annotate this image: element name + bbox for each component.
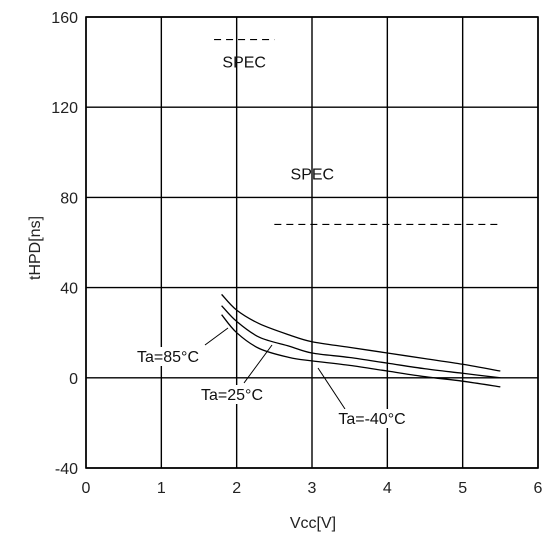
y-axis-label: tHPD[ns] [27,216,44,280]
x-tick-label: 0 [82,480,91,497]
x-tick-label: 2 [232,480,241,497]
spec-label-1: SPEC [222,55,266,72]
y-tick-label: 0 [69,371,78,388]
y-tick-label: 160 [51,10,78,27]
spec-lines: SPEC SPEC [214,38,501,226]
y-tick-label: -40 [55,461,78,478]
series-leader-ta-85-c [204,327,229,346]
x-tick-label: 4 [383,480,392,497]
x-tick-label: 6 [534,480,543,497]
y-tick-label: 120 [51,100,78,117]
x-axis-label: Vcc[V] [290,515,336,532]
plot-frame [85,16,539,469]
x-tick-labels: 0 1 2 3 4 5 6 [82,480,543,497]
x-tick-label: 1 [157,480,166,497]
series-leader-ta-40-c [317,367,346,410]
series-label-ta-40-c: Ta=-40°C [338,411,405,428]
series-label-ta-25-c: Ta=25°C [201,387,263,404]
y-tick-label: 80 [60,190,78,207]
y-tick-label: 40 [60,281,78,298]
series-label-bg [192,385,272,404]
x-tick-label: 3 [308,480,317,497]
series-label-bg [128,347,208,366]
series-label-bg [332,409,412,428]
series-lines: Ta=85°C Ta=25°C Ta=-40°C [128,293,501,428]
x-tick-label: 5 [458,480,467,497]
y-tick-labels: -40 0 40 80 120 160 [51,10,78,478]
series-line-ta-85-c [221,293,501,372]
series-line-ta-40-c [221,314,501,388]
grid-lines [85,16,539,469]
series-label-ta-85-c: Ta=85°C [137,349,199,366]
spec-label-2: SPEC [291,166,335,183]
series-line-ta-25-c [221,305,501,379]
